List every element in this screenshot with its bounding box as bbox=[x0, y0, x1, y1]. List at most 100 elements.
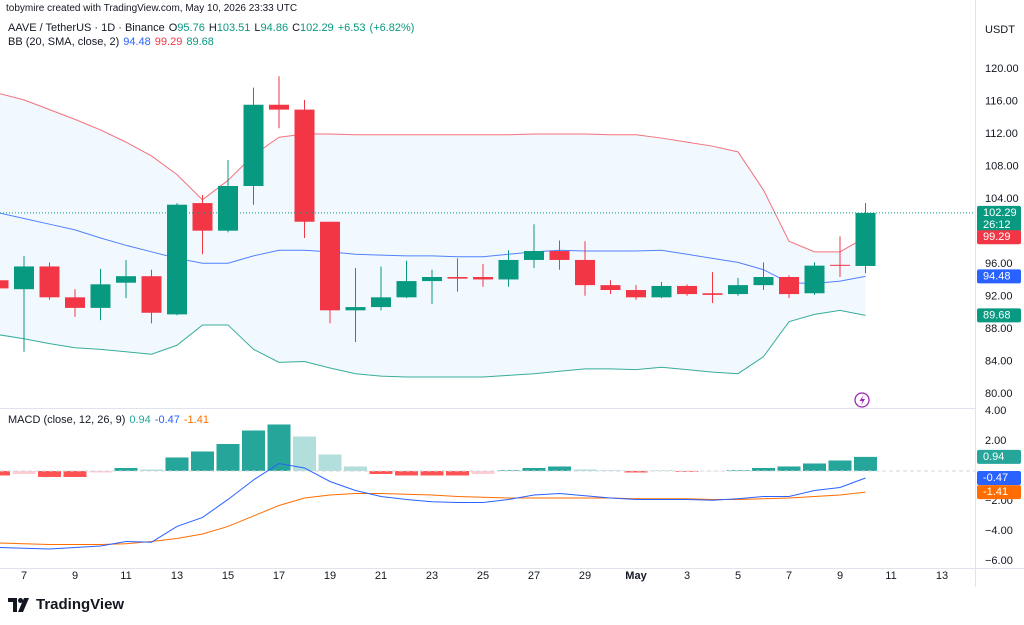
candle-body bbox=[600, 285, 621, 291]
y-tick-label: 96.00 bbox=[985, 258, 1013, 270]
macd-value: 0.94 bbox=[129, 414, 151, 426]
bb-value: 94.48 bbox=[123, 36, 151, 48]
y-tick-label: 4.00 bbox=[985, 405, 1006, 417]
candle-body bbox=[549, 251, 570, 260]
candle-body bbox=[243, 104, 264, 187]
y-tick-label: 120.00 bbox=[985, 63, 1019, 75]
candle-body bbox=[320, 221, 340, 311]
macd-bar bbox=[471, 470, 495, 474]
macd-bar bbox=[803, 463, 826, 471]
candle-body bbox=[167, 204, 187, 315]
change-pct: (+6.82%) bbox=[369, 22, 415, 34]
candle-body bbox=[830, 264, 850, 266]
y-tick-label: 84.00 bbox=[985, 355, 1013, 367]
y-tick-label: 116.00 bbox=[985, 95, 1018, 107]
macd-bar bbox=[165, 457, 189, 471]
logo-text: TradingView bbox=[36, 596, 125, 613]
axis-value-label: 0.94 bbox=[983, 451, 1004, 463]
macd-bar bbox=[752, 467, 775, 471]
macd-bar bbox=[497, 470, 520, 471]
ohlc-value: 95.76 bbox=[177, 22, 205, 34]
axis-value-box bbox=[977, 485, 1021, 500]
candle-body bbox=[524, 251, 544, 260]
macd-bar bbox=[777, 466, 801, 471]
bb-lower bbox=[0, 309, 866, 378]
x-tick-label: 27 bbox=[528, 570, 540, 582]
axis-value-box bbox=[977, 269, 1021, 284]
x-tick-label: 13 bbox=[171, 570, 183, 582]
ohlc-label: H bbox=[208, 22, 217, 34]
macd-bar bbox=[828, 460, 852, 471]
bb-basis bbox=[0, 212, 866, 285]
macd-bar bbox=[573, 469, 597, 471]
y-tick-label: 112.00 bbox=[985, 128, 1018, 140]
bollinger-fill bbox=[0, 93, 866, 377]
macd-bar bbox=[548, 466, 571, 471]
macd-bar bbox=[38, 470, 61, 477]
macd-bar bbox=[395, 470, 418, 476]
x-tick-label: 11 bbox=[120, 570, 131, 582]
macd-value: -0.47 bbox=[154, 414, 180, 426]
axis-value-label: 99.29 bbox=[983, 231, 1011, 243]
macd-bar bbox=[344, 466, 367, 471]
ohlc-label: O bbox=[168, 22, 178, 34]
ohlc-label: C bbox=[292, 22, 301, 34]
x-tick-label: 9 bbox=[72, 570, 78, 582]
candle-body bbox=[218, 186, 238, 231]
candle-body bbox=[498, 259, 519, 280]
bb-legend: BB (20, SMA, close, 2) 94.48 99.29 89.68 bbox=[8, 36, 218, 48]
macd-value: -1.41 bbox=[183, 414, 209, 426]
candle-body bbox=[345, 307, 366, 311]
bb-upper bbox=[0, 93, 866, 253]
candle-body bbox=[116, 276, 136, 283]
axis-value-label: 94.48 bbox=[983, 270, 1011, 282]
candle-body bbox=[447, 277, 468, 279]
change: +6.53 bbox=[337, 22, 366, 34]
macd-label: MACD (close, 12, 26, 9) bbox=[8, 414, 126, 426]
x-tick-label: 5 bbox=[735, 570, 741, 582]
macd-bar bbox=[242, 430, 265, 471]
axis-value-label: -1.41 bbox=[983, 486, 1008, 498]
price-legend: AAVE / TetherUS · 1D · Binance O95.76 H103… bbox=[8, 22, 418, 34]
x-tick-label: 11 bbox=[885, 570, 896, 582]
ohlc-value: 103.51 bbox=[216, 22, 251, 34]
axis-value-box bbox=[977, 230, 1021, 245]
y-tick-label: −4.00 bbox=[985, 525, 1013, 537]
y-tick-label: −6.00 bbox=[985, 555, 1013, 567]
axis-value-box bbox=[977, 308, 1021, 323]
candle-body bbox=[753, 277, 774, 286]
candle-body bbox=[39, 266, 60, 298]
candle-body bbox=[702, 293, 723, 295]
candle-body bbox=[65, 297, 85, 308]
x-tick-label: 7 bbox=[21, 570, 27, 582]
macd-bar bbox=[293, 436, 316, 471]
x-tick-label: 7 bbox=[786, 570, 792, 582]
x-tick-label: 13 bbox=[936, 570, 948, 582]
candle-body bbox=[14, 266, 34, 290]
candle-body bbox=[269, 104, 289, 110]
macd-bar bbox=[191, 451, 214, 471]
credit: tobymire created with TradingView.com, M… bbox=[6, 3, 298, 14]
ohlc-label: L bbox=[254, 22, 261, 34]
ohlc-value: 94.86 bbox=[260, 22, 289, 34]
macd-legend: MACD (close, 12, 26, 9) 0.94 -0.47 -1.41 bbox=[8, 414, 213, 426]
macd-bar bbox=[854, 456, 877, 471]
x-tick-label: 21 bbox=[375, 570, 387, 582]
y-tick-label: 88.00 bbox=[985, 323, 1013, 335]
candle-body bbox=[728, 285, 748, 295]
candle-body bbox=[651, 285, 672, 298]
bb-value: 89.68 bbox=[186, 36, 214, 48]
macd-line bbox=[0, 462, 866, 550]
x-tick-label: 3 bbox=[684, 570, 690, 582]
symbol: AAVE / TetherUS · 1D · Binance bbox=[8, 22, 165, 34]
x-tick-label: 29 bbox=[579, 570, 591, 582]
axes: 80.0084.0088.0092.0096.00100.00104.00108… bbox=[21, 63, 1021, 582]
x-tick-label: 25 bbox=[477, 570, 489, 582]
candle-body bbox=[0, 280, 9, 289]
axis-value-label: -0.47 bbox=[983, 472, 1008, 484]
candle-body bbox=[473, 277, 493, 280]
macd-bar bbox=[0, 470, 10, 476]
axis-value-box bbox=[977, 205, 1021, 232]
y-tick-label: 92.00 bbox=[985, 290, 1013, 302]
